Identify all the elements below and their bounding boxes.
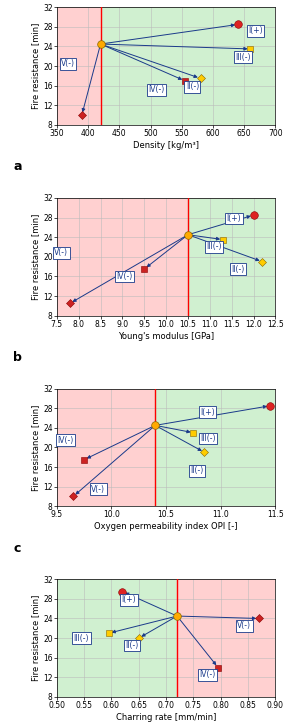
Text: IV(-): IV(-)	[199, 670, 215, 680]
Bar	[155, 388, 275, 506]
Text: I(+): I(+)	[201, 407, 215, 417]
Bar	[57, 388, 155, 506]
Text: IV(-): IV(-)	[116, 272, 133, 281]
Text: III(-): III(-)	[206, 242, 222, 251]
Text: I(+): I(+)	[248, 26, 263, 36]
Text: b: b	[13, 351, 22, 364]
Y-axis label: Fire resistance [min]: Fire resistance [min]	[31, 595, 40, 681]
Text: IV(-): IV(-)	[149, 85, 165, 94]
Text: II(-): II(-)	[232, 264, 245, 274]
Text: III(-): III(-)	[200, 434, 216, 443]
Text: c: c	[13, 542, 20, 555]
Text: I(+): I(+)	[122, 595, 136, 604]
Text: II(-): II(-)	[190, 467, 203, 476]
Bar	[57, 7, 101, 125]
X-axis label: Density [kg/m³]: Density [kg/m³]	[133, 141, 199, 150]
Bar	[101, 7, 275, 125]
Text: III(-): III(-)	[235, 53, 251, 62]
Text: V(-): V(-)	[61, 59, 75, 68]
Y-axis label: Fire resistance [min]: Fire resistance [min]	[31, 404, 40, 491]
Bar	[57, 579, 177, 697]
Bar	[188, 198, 275, 316]
X-axis label: Charring rate [mm/min]: Charring rate [mm/min]	[116, 713, 216, 722]
Text: a: a	[13, 160, 22, 174]
X-axis label: Young's modulus [GPa]: Young's modulus [GPa]	[118, 332, 214, 340]
X-axis label: Oxygen permeability index OPI [-]: Oxygen permeability index OPI [-]	[94, 522, 238, 531]
Text: III(-): III(-)	[74, 634, 89, 643]
Text: II(-): II(-)	[186, 82, 199, 91]
Text: V(-): V(-)	[237, 621, 251, 630]
Text: I(+): I(+)	[227, 214, 241, 223]
Text: II(-): II(-)	[126, 641, 139, 650]
Y-axis label: Fire resistance [min]: Fire resistance [min]	[31, 213, 40, 300]
Y-axis label: Fire resistance [min]: Fire resistance [min]	[31, 23, 40, 110]
Bar	[177, 579, 275, 697]
Bar	[57, 198, 188, 316]
Text: V(-): V(-)	[91, 485, 105, 494]
Text: IV(-): IV(-)	[57, 436, 74, 444]
Text: V(-): V(-)	[54, 248, 68, 257]
